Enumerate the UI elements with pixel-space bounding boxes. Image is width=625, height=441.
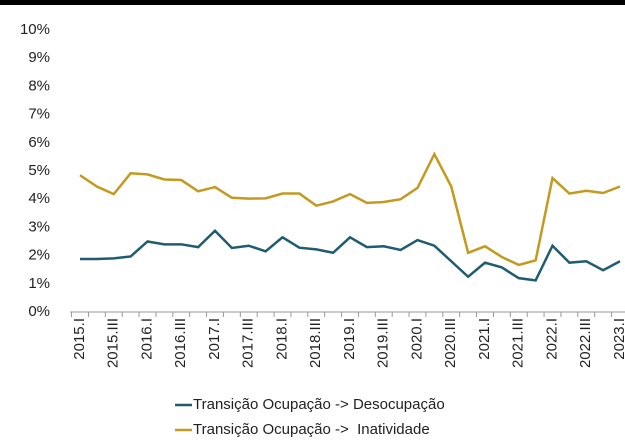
x-tick-label: 2020.III [442,318,459,368]
x-tick-label: 2019.III [375,318,392,368]
top-bar [0,0,625,5]
series-line [80,229,621,282]
x-tick-label: 2018.III [307,318,324,368]
legend-label: Transição Ocupação -> Desocupação [193,396,445,413]
y-tick-label: 8% [28,77,50,94]
x-tick-label: 2023.I [611,318,625,360]
x-tick-label: 2017.I [206,318,223,360]
x-tick-label: 2016.I [138,318,155,360]
x-tick-label: 2017.III [240,318,257,368]
x-tick-label: 2015.I [71,318,88,360]
x-tick-label: 2016.III [172,318,189,368]
x-tick-label: 2021.III [510,318,527,368]
legend-label: Transição Ocupação -> Inatividade [193,421,430,438]
y-tick-label: 9% [28,49,50,66]
y-tick-label: 10% [20,21,50,38]
x-tick-label: 2022.III [577,318,594,368]
x-tick-label: 2021.I [476,318,493,360]
x-tick-label: 2015.III [105,318,122,368]
y-tick-label: 6% [28,134,50,151]
series-line [79,151,621,267]
y-tick-label: 4% [28,190,50,207]
y-tick-label: 7% [28,106,50,123]
y-tick-label: 2% [28,247,50,264]
y-tick-label: 5% [28,162,50,179]
x-tick-label: 2022.I [543,318,560,360]
y-tick-label: 1% [28,275,50,292]
x-tick-label: 2020.I [408,318,425,360]
y-tick-label: 3% [28,218,50,235]
x-tick-label: 2019.I [341,318,358,360]
y-tick-label: 0% [28,303,50,320]
x-tick-label: 2018.I [273,318,290,360]
